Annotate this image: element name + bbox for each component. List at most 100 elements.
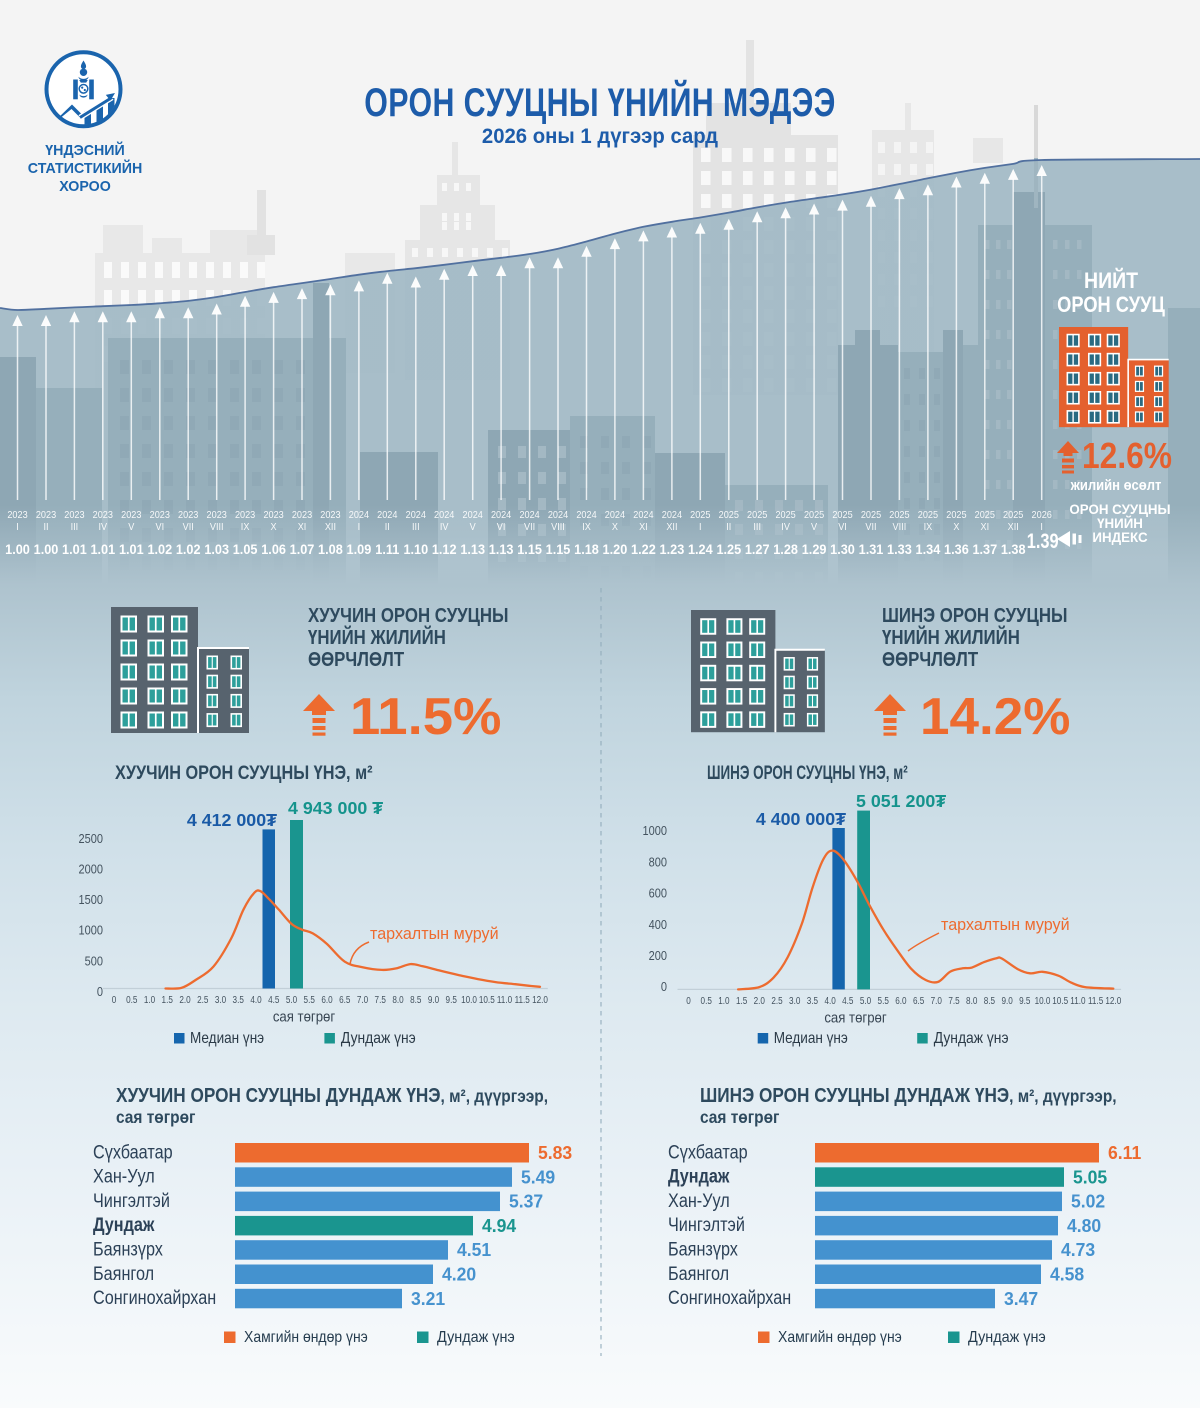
svg-text:Дундаж үнэ: Дундаж үнэ [437,1329,515,1347]
svg-text:11.0: 11.0 [497,994,512,1005]
svg-text:4.58: 4.58 [1050,1264,1084,1285]
svg-text:1.28: 1.28 [773,541,798,557]
svg-text:2025: 2025 [861,510,881,521]
svg-text:сая төгрөг: сая төгрөг [824,1009,886,1026]
svg-text:200: 200 [649,949,668,963]
svg-text:2025: 2025 [747,510,767,521]
svg-text:Хамгийн өндөр үнэ: Хамгийн өндөр үнэ [244,1329,368,1346]
svg-text:жилийн өсөлт: жилийн өсөлт [1070,476,1162,493]
svg-text:XII: XII [325,522,336,533]
svg-text:1.0: 1.0 [144,994,155,1005]
svg-text:2026: 2026 [1032,510,1052,521]
svg-text:3.5: 3.5 [233,994,244,1005]
svg-text:НИЙТ: НИЙТ [1084,268,1138,293]
svg-text:Сонгинохайрхан: Сонгинохайрхан [93,1287,216,1309]
svg-text:600: 600 [649,887,668,901]
svg-text:4.80: 4.80 [1067,1215,1101,1236]
svg-text:5.0: 5.0 [860,995,871,1006]
svg-text:III: III [412,522,420,533]
svg-text:Дундаж үнэ: Дундаж үнэ [341,1030,416,1047]
svg-text:1.34: 1.34 [916,541,941,557]
svg-text:3.5: 3.5 [807,995,818,1006]
svg-text:ИНДЕКС: ИНДЕКС [1092,530,1147,545]
svg-text:2.5: 2.5 [197,994,208,1005]
svg-text:VIII: VIII [210,522,224,533]
svg-text:IX: IX [924,522,933,533]
svg-text:1.37: 1.37 [972,541,997,557]
svg-text:IX: IX [582,522,591,533]
svg-text:IV: IV [781,522,790,533]
svg-text:Дундаж үнэ: Дундаж үнэ [934,1030,1009,1047]
svg-text:Баянзүрх: Баянзүрх [93,1238,163,1260]
svg-text:5.05: 5.05 [1073,1167,1107,1188]
svg-text:2023: 2023 [7,510,27,521]
svg-text:6.0: 6.0 [321,994,332,1005]
svg-text:ШИНЭ ОРОН СУУЦНЫ: ШИНЭ ОРОН СУУЦНЫ [882,604,1067,627]
svg-text:6.11: 6.11 [1108,1143,1141,1164]
svg-text:ХУУЧИН ОРОН СУУЦНЫ: ХУУЧИН ОРОН СУУЦНЫ [308,604,509,627]
svg-text:14.2%: 14.2% [920,687,1070,745]
svg-text:1.24: 1.24 [688,541,713,557]
svg-text:ӨӨРЧЛӨЛТ: ӨӨРЧЛӨЛТ [308,648,405,671]
svg-text:2025: 2025 [775,510,795,521]
svg-text:1.23: 1.23 [660,541,685,557]
svg-text:5.5: 5.5 [878,995,889,1006]
svg-text:1.36: 1.36 [944,541,969,557]
svg-text:Медиан үнэ: Медиан үнэ [774,1030,848,1047]
svg-text:1.38: 1.38 [1001,541,1026,557]
svg-text:2024: 2024 [406,510,427,521]
svg-text:1.03: 1.03 [204,541,229,557]
svg-text:Баянзүрх: Баянзүрх [668,1238,738,1260]
svg-text:ХУУЧИН ОРОН СУУЦНЫ ДУНДАЖ ҮНЭ,: ХУУЧИН ОРОН СУУЦНЫ ДУНДАЖ ҮНЭ, м², дүүрг… [116,1084,548,1107]
svg-text:3.21: 3.21 [411,1288,445,1309]
svg-text:7.0: 7.0 [931,995,942,1006]
svg-text:1.10: 1.10 [403,541,428,557]
svg-text:I: I [699,522,702,533]
svg-text:2.5: 2.5 [771,995,782,1006]
svg-text:2024: 2024 [662,510,683,521]
svg-text:5 051 200₮: 5 051 200₮ [856,791,946,811]
svg-text:ОРОН СУУЦНЫ: ОРОН СУУЦНЫ [1069,502,1170,517]
svg-text:5.83: 5.83 [538,1143,572,1164]
svg-text:Баянгол: Баянгол [93,1263,154,1285]
svg-text:11.5%: 11.5% [350,688,501,746]
svg-text:2.0: 2.0 [754,995,765,1006]
svg-text:2023: 2023 [263,510,283,521]
svg-text:2024: 2024 [605,510,626,521]
svg-text:5.02: 5.02 [1071,1191,1105,1212]
svg-text:II: II [726,522,731,533]
svg-text:1.30: 1.30 [830,541,855,557]
svg-text:Дундаж үнэ: Дундаж үнэ [968,1329,1046,1347]
svg-text:8.5: 8.5 [410,994,421,1005]
svg-text:2023: 2023 [178,510,198,521]
svg-text:ХОРОО: ХОРОО [59,179,111,195]
svg-text:10.0: 10.0 [1035,995,1051,1006]
svg-text:2024: 2024 [633,510,654,521]
svg-text:2023: 2023 [93,510,113,521]
svg-text:ОРОН СУУЦ: ОРОН СУУЦ [1057,294,1165,318]
svg-text:тархалтын муруй: тархалтын муруй [941,915,1070,934]
svg-text:11.5: 11.5 [1088,995,1103,1006]
svg-text:1.15: 1.15 [517,541,542,557]
svg-text:Дундаж: Дундаж [93,1214,155,1236]
svg-text:1.33: 1.33 [887,541,912,557]
svg-text:11.0: 11.0 [1070,995,1085,1006]
svg-text:2025: 2025 [690,510,710,521]
svg-text:Сүхбаатар: Сүхбаатар [668,1141,748,1163]
svg-text:IV: IV [440,522,449,533]
svg-text:4 400 000₮: 4 400 000₮ [756,809,846,829]
svg-text:V: V [128,522,135,533]
svg-text:10.0: 10.0 [461,994,477,1005]
svg-text:1.29: 1.29 [802,541,827,557]
svg-text:2.0: 2.0 [179,994,190,1005]
svg-text:8.0: 8.0 [966,995,977,1006]
svg-text:3.0: 3.0 [789,995,800,1006]
svg-text:ШИНЭ ОРОН СУУЦНЫ ҮНЭ, м²: ШИНЭ ОРОН СУУЦНЫ ҮНЭ, м² [707,763,908,784]
svg-text:1.02: 1.02 [176,541,201,557]
svg-text:II: II [385,522,390,533]
svg-text:X: X [612,522,619,533]
svg-text:1.13: 1.13 [489,541,514,557]
svg-text:5.37: 5.37 [509,1191,543,1212]
svg-text:2023: 2023 [207,510,227,521]
svg-text:2025: 2025 [975,510,995,521]
